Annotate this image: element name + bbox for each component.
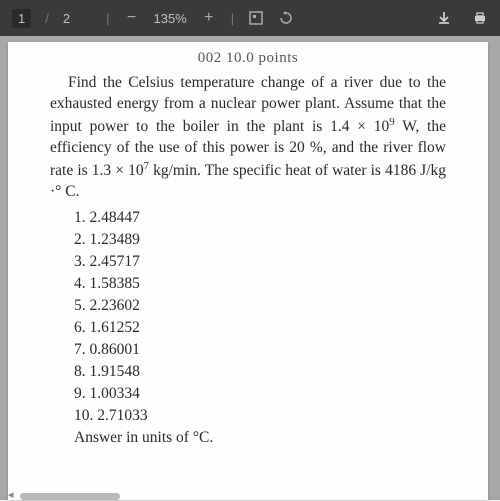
zoom-in-button[interactable]: + (201, 9, 217, 27)
scroll-left-arrow[interactable]: ◂ (8, 488, 14, 501)
answer-units: Answer in units of °C. (74, 429, 446, 447)
choice-item: 7. 0.86001 (74, 339, 446, 361)
choice-item: 1. 2.48447 (74, 207, 446, 229)
page-current[interactable]: 1 (12, 9, 31, 28)
page-wrapper: 002 10.0 points Find the Celsius tempera… (0, 36, 500, 500)
pdf-toolbar: 1 / 2 | − 135% + | (0, 0, 500, 36)
choice-item: 3. 2.45717 (74, 251, 446, 273)
rotate-icon[interactable] (278, 10, 294, 26)
choice-item: 9. 1.00334 (74, 383, 446, 405)
toolbar-left: 1 / 2 | − 135% + | (12, 9, 422, 28)
document-page: 002 10.0 points Find the Celsius tempera… (8, 42, 488, 500)
fit-page-icon[interactable] (248, 10, 264, 26)
choice-item: 4. 1.58385 (74, 273, 446, 295)
answer-choices: 1. 2.484472. 1.234893. 2.457174. 1.58385… (74, 207, 446, 427)
choice-item: 8. 1.91548 (74, 361, 446, 383)
choice-item: 10. 2.71033 (74, 405, 446, 427)
problem-header: 002 10.0 points (50, 50, 446, 67)
toolbar-divider: | (106, 11, 109, 26)
zoom-out-button[interactable]: − (123, 9, 139, 27)
choice-item: 2. 1.23489 (74, 229, 446, 251)
print-icon[interactable] (472, 10, 488, 26)
download-icon[interactable] (436, 10, 452, 26)
choice-item: 6. 1.61252 (74, 317, 446, 339)
zoom-value[interactable]: 135% (153, 11, 186, 26)
toolbar-divider-2: | (231, 11, 234, 26)
choice-item: 5. 2.23602 (74, 295, 446, 317)
problem-text: Find the Celsius temperature change of a… (50, 73, 446, 203)
horizontal-scrollbar[interactable] (20, 493, 120, 500)
page-total: 2 (63, 11, 70, 26)
toolbar-right (436, 10, 488, 26)
page-separator: / (45, 11, 49, 26)
